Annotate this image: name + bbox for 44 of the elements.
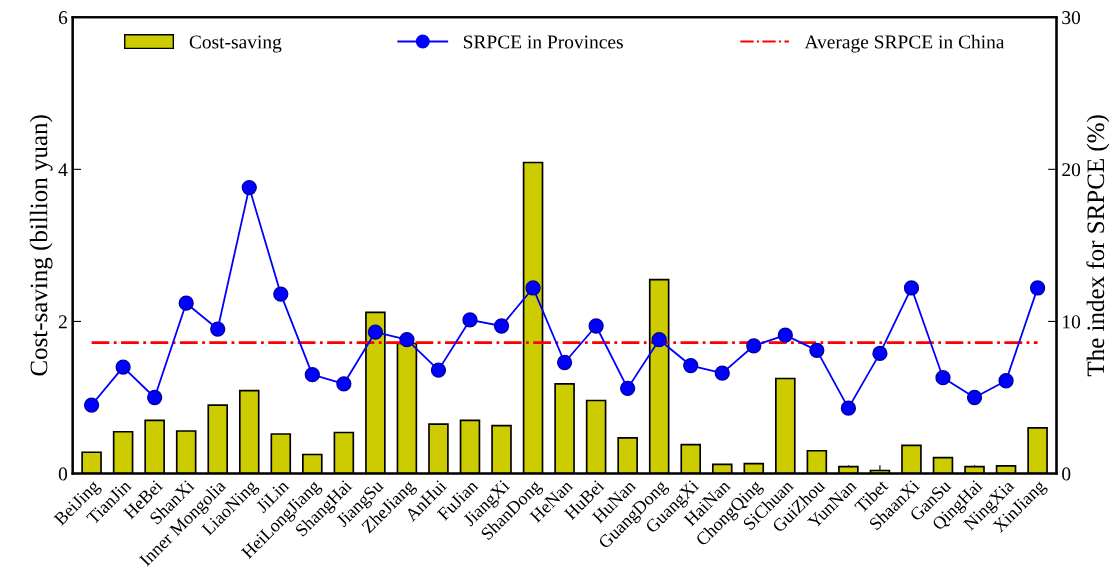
point <box>1029 280 1046 296</box>
point <box>304 367 320 383</box>
legend-label: Average SRPCE in China <box>804 34 1005 53</box>
point <box>620 380 636 397</box>
point <box>273 286 289 302</box>
point <box>147 389 163 406</box>
y-tick-label: 4 <box>58 163 68 177</box>
point <box>872 345 888 362</box>
y2-tick-label: 10 <box>1063 315 1081 329</box>
y2-axis-title: The index for SRPCE (%) <box>1086 115 1110 377</box>
point <box>83 397 100 413</box>
point <box>651 332 667 348</box>
point <box>588 318 604 334</box>
point <box>935 370 951 386</box>
point <box>336 376 352 392</box>
point <box>683 357 699 374</box>
point <box>493 318 510 334</box>
point <box>399 332 415 348</box>
point <box>998 373 1014 389</box>
point <box>777 327 793 343</box>
point <box>210 321 226 337</box>
point <box>556 354 573 371</box>
y-tick-label: 6 <box>58 11 68 25</box>
y2-tick-label: 30 <box>1062 11 1081 25</box>
y2-tick-label: 20 <box>1062 163 1081 177</box>
point <box>115 359 131 375</box>
point <box>430 362 447 378</box>
point <box>178 295 194 311</box>
point <box>462 312 478 328</box>
point <box>809 342 825 358</box>
legend-label: Cost-saving <box>189 35 282 53</box>
point <box>714 365 730 381</box>
y-tick-label: 2 <box>58 315 67 329</box>
point <box>746 338 762 354</box>
y2-tick-label: 0 <box>1062 467 1071 481</box>
y-tick-label: 0 <box>58 467 68 481</box>
point <box>966 389 983 406</box>
point <box>903 280 920 296</box>
legend-label: SRPCE in Provinces <box>463 35 623 49</box>
y-axis-title: Cost-saving (billion yuan) <box>29 115 53 376</box>
point <box>840 400 857 416</box>
point <box>525 280 541 296</box>
point <box>367 324 384 340</box>
point <box>241 179 257 196</box>
